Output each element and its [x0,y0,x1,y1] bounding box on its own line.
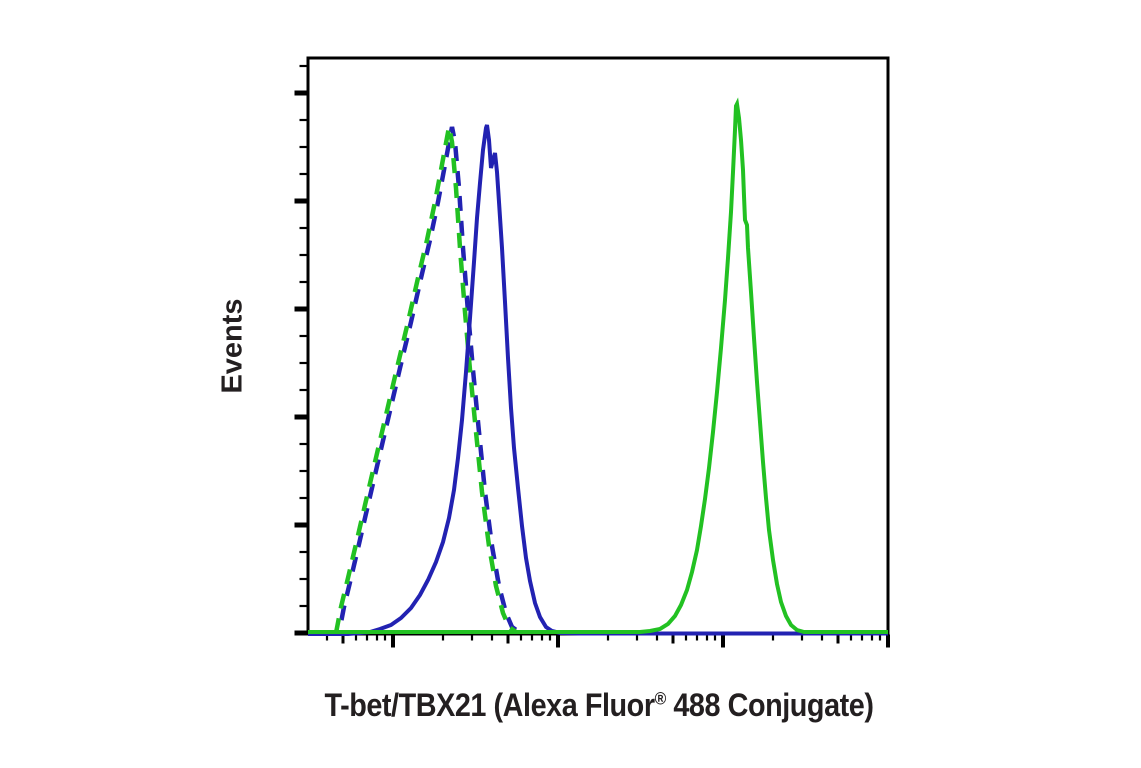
plot-frame-rect [306,56,890,636]
histogram-curves [308,97,888,636]
plot-frame [306,56,890,636]
x-axis-title: T-bet/TBX21 (Alexa Fluor® 488 Conjugate) [325,687,874,724]
curve-blue-dashed-control [336,126,521,634]
registered-trademark-symbol: ® [654,688,667,709]
x-axis-title-text-2: 488 Conjugate) [665,687,874,723]
curve-blue-solid-low-expressing [308,124,888,636]
x-axis-title-text: T-bet/TBX21 (Alexa Fluor [324,687,656,723]
axis-ticks [294,64,890,648]
curve-green-solid-high-expressing [308,97,888,634]
curve-green-dashed-control [333,126,518,634]
